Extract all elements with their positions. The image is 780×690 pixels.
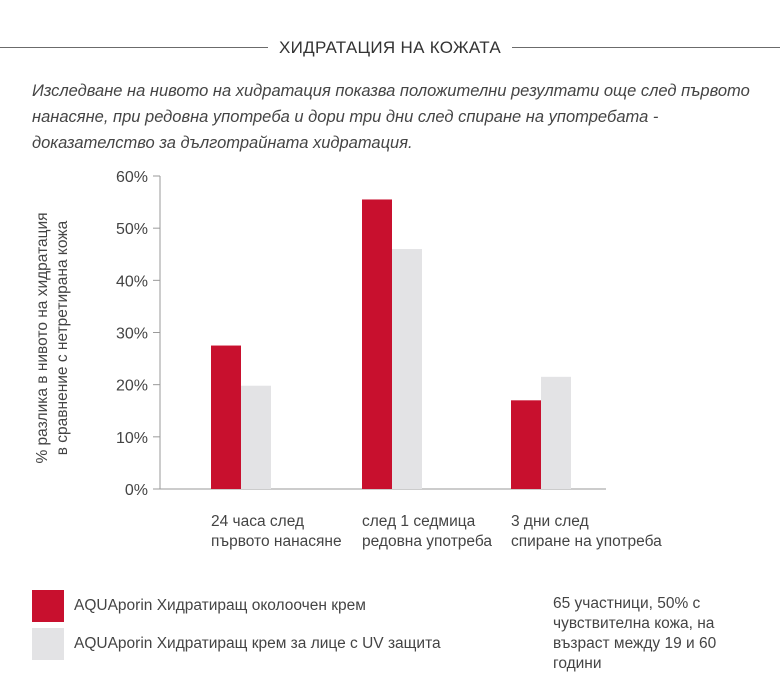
y-tick-label: 60%: [116, 169, 148, 186]
x-category-label-line: редовна употреба: [362, 533, 492, 550]
y-tick-label: 20%: [116, 378, 148, 395]
page-title: ХИДРАТАЦИЯ НА КОЖАТА: [278, 38, 501, 57]
y-axis-label: в сравнение с нетретирана кожа: [54, 220, 71, 455]
x-category-label-line: първото нанасяне: [211, 533, 342, 550]
bar: [541, 376, 571, 489]
x-category-label: след 1 седмица редовна употреба: [362, 513, 492, 550]
x-category-label-line: след 1 седмица: [362, 513, 476, 530]
bar-chart: 0% 10% 20% 30% 40% 50% 60% 24 часа след първото …: [34, 169, 662, 550]
bar: [241, 385, 271, 489]
x-category-label-line: спиране на употреба: [511, 533, 662, 550]
y-tick-label: 50%: [116, 221, 148, 238]
chart-legend: AQUAporin Хидратиращ околоочен крем AQUA…: [32, 590, 512, 666]
legend-item: AQUAporin Хидратиращ околоочен крем: [32, 590, 512, 622]
bar: [211, 345, 241, 489]
x-category-label-line: 24 часа след: [211, 513, 304, 530]
legend-item: AQUAporin Хидратиращ крем за лице с UV з…: [32, 628, 512, 660]
x-category-label: 24 часа след първото нанасяне: [211, 513, 342, 550]
legend-label: AQUAporin Хидратиращ околоочен крем: [74, 597, 366, 614]
legend-label: AQUAporin Хидратиращ крем за лице с UV з…: [74, 635, 441, 652]
y-tick-label: 0%: [125, 482, 148, 499]
y-tick-label: 30%: [116, 326, 148, 343]
study-note: 65 участници, 50% с чувствителна кожа, н…: [553, 595, 717, 672]
x-category-label: 3 дни след спиране на употреба: [511, 513, 662, 550]
intro-text: Изследване на нивото на хидратация показ…: [32, 82, 750, 152]
legend-swatch-primary: [32, 590, 64, 622]
y-axis-label: % разлика в нивото на хидратация: [34, 212, 51, 463]
title-rule-left: [0, 47, 268, 48]
legend-swatch-secondary: [32, 628, 64, 660]
y-tick-label: 40%: [116, 273, 148, 290]
bar: [362, 199, 392, 489]
bar: [392, 249, 422, 489]
bar: [511, 400, 541, 489]
y-tick-label: 10%: [116, 430, 148, 447]
title-rule-right: [512, 47, 780, 48]
x-category-label-line: 3 дни след: [511, 513, 589, 530]
